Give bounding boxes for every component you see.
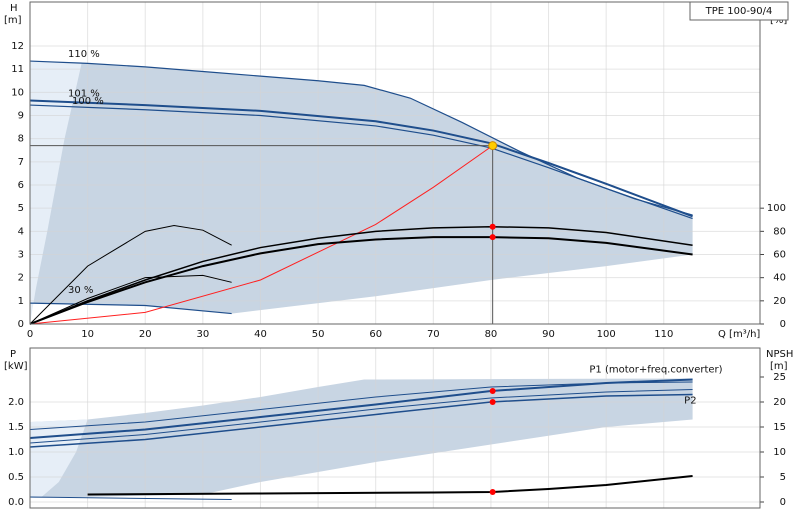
y-axis-label: P	[10, 349, 16, 360]
y2-tick-label: 40	[773, 273, 786, 284]
chart-title: TPE 100-90/4	[705, 6, 773, 17]
y-tick-label: 12	[11, 41, 24, 52]
y-tick-label: 11	[11, 64, 24, 75]
y2-axis-label: NPSH	[766, 349, 793, 360]
y-tick-label: 7	[18, 157, 24, 168]
x-tick-label: 70	[427, 329, 440, 340]
y-tick-label: 10	[11, 87, 24, 98]
curve	[29, 236, 693, 325]
duty-point	[489, 234, 496, 241]
y-tick-label: 2	[18, 273, 24, 284]
duty-point	[489, 399, 496, 405]
x-axis-label: Q [m³/h]	[718, 329, 760, 340]
x-tick-label: 40	[254, 329, 267, 340]
x-tick-label: 100	[597, 329, 616, 340]
operating-range	[30, 419, 88, 498]
curve	[29, 99, 693, 218]
curve-label: P1 (motor+freq.converter)	[589, 365, 722, 376]
y2-tick-label: 25	[773, 372, 786, 383]
curve	[29, 389, 693, 444]
duty-point	[489, 388, 496, 394]
curve	[29, 145, 493, 325]
y2-tick-label: 15	[773, 422, 786, 433]
y-axis-unit: [m]	[4, 15, 22, 26]
y-tick-label: 4	[18, 226, 24, 237]
plot-border	[29, 1, 761, 325]
y-axis-unit: [kW]	[4, 361, 28, 372]
x-tick-label: 50	[312, 329, 325, 340]
y-tick-label: 1.0	[8, 447, 24, 458]
y-axis-label: H	[10, 3, 18, 14]
y2-axis-unit: [m]	[770, 361, 788, 372]
curve	[29, 393, 693, 448]
plot-border	[29, 347, 761, 509]
operating-range	[30, 378, 693, 498]
x-tick-label: 20	[139, 329, 152, 340]
y2-tick-label: 20	[773, 397, 786, 408]
y-tick-label: 0	[18, 319, 24, 330]
y2-tick-label: 5	[780, 472, 786, 483]
y-tick-label: 8	[18, 134, 24, 145]
curve	[29, 381, 693, 430]
y-tick-label: 0.0	[8, 497, 24, 508]
x-tick-label: 30	[196, 329, 209, 340]
curve	[29, 225, 232, 325]
curve	[29, 104, 693, 220]
y2-tick-label: 100	[767, 203, 786, 214]
y-tick-label: 1.5	[8, 422, 24, 433]
y2-tick-label: 20	[773, 296, 786, 307]
curve	[29, 302, 232, 315]
curve	[29, 274, 232, 325]
operating-range	[30, 61, 82, 325]
y-tick-label: 2.0	[8, 397, 24, 408]
x-tick-label: 80	[485, 329, 498, 340]
curve-label: 101 %	[68, 88, 100, 99]
title-box	[689, 1, 789, 21]
curve-label: P2	[684, 396, 696, 407]
y2-tick-label: 0	[780, 497, 786, 508]
x-tick-label: 10	[81, 329, 94, 340]
duty-point	[489, 489, 496, 495]
curve-label: 110 %	[68, 49, 100, 60]
y2-tick-label: 60	[773, 250, 786, 261]
y-tick-label: 6	[18, 180, 24, 191]
curve-label: 30 %	[68, 285, 93, 296]
duty-point	[489, 223, 496, 230]
x-tick-label: 0	[27, 329, 33, 340]
curve	[29, 225, 693, 325]
curve-label: 100 %	[72, 96, 104, 107]
duty-point	[488, 141, 498, 151]
x-tick-label: 60	[369, 329, 382, 340]
x-tick-label: 110	[654, 329, 673, 340]
y2-tick-label: 0	[780, 319, 786, 330]
y2-tick-label: 10	[773, 447, 786, 458]
y2-tick-label: 80	[773, 226, 786, 237]
y-tick-label: 0.5	[8, 472, 24, 483]
y-tick-label: 5	[18, 203, 24, 214]
y-tick-label: 3	[18, 250, 24, 261]
curve	[29, 496, 232, 500]
y-tick-label: 9	[18, 111, 24, 122]
x-tick-label: 90	[542, 329, 555, 340]
y-tick-label: 1	[18, 296, 24, 307]
operating-range	[30, 61, 693, 314]
